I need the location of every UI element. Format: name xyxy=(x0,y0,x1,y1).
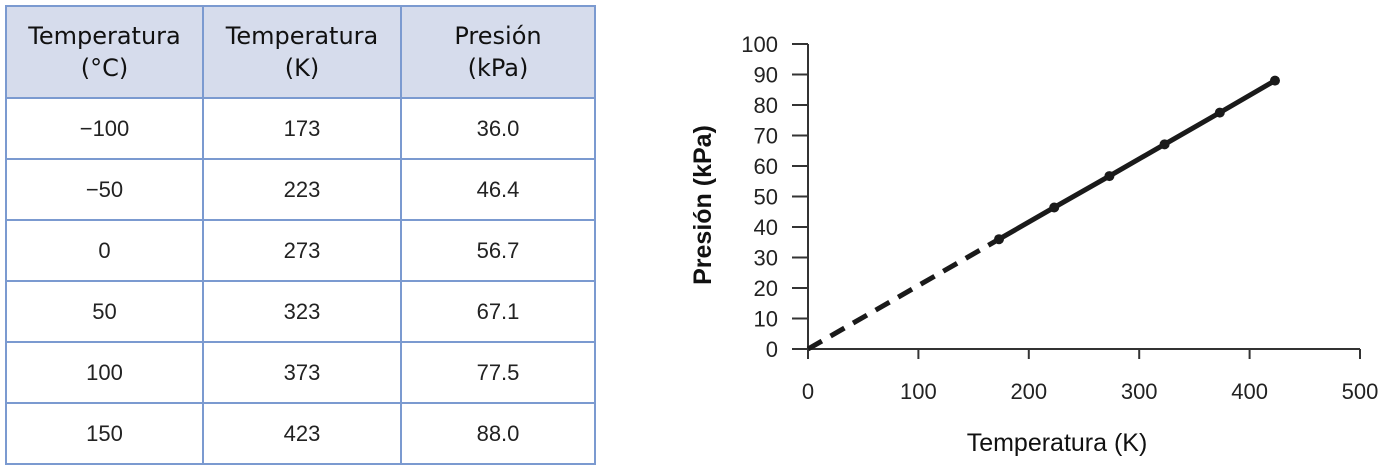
cell-temp-kelvin: 223 xyxy=(202,158,402,221)
data-point xyxy=(1269,75,1280,86)
pressure-temperature-chart: 0 100 200 300 400 500 0 10 20 30 40 50 60 70 80 90 100 T… xyxy=(689,32,1378,457)
cell-temp-celsius: 0 xyxy=(5,219,204,282)
header-text: Temperatura xyxy=(225,22,379,50)
header-text: Temperatura xyxy=(28,22,181,50)
table-row: −100 173 36.0 xyxy=(5,97,596,160)
data-table-container: Temperatura (°C) Temperatura (K) Presión… xyxy=(5,5,596,465)
y-tick-label: 70 xyxy=(754,124,778,149)
y-tick-label: 40 xyxy=(754,215,778,240)
header-unit: (K) xyxy=(284,54,320,82)
table-row: 50 323 67.1 xyxy=(5,280,596,343)
x-tick-label: 400 xyxy=(1231,379,1268,404)
chart-plot-area xyxy=(806,75,1280,352)
cell-temp-celsius: −50 xyxy=(5,158,204,221)
x-tick-label: 200 xyxy=(1010,379,1047,404)
header-text: Presión xyxy=(454,22,542,50)
y-tick-label: 50 xyxy=(754,185,778,210)
y-tick-label: 60 xyxy=(754,154,778,179)
x-tick-label: 100 xyxy=(900,379,937,404)
y-tick-label: 0 xyxy=(766,337,778,362)
series-line xyxy=(997,78,1277,242)
chart-ticks: 0 100 200 300 400 500 0 10 20 30 40 50 60 70 80 90 100 xyxy=(741,32,1378,404)
cell-temp-celsius: 150 xyxy=(5,402,204,465)
table-header-row: Temperatura (°C) Temperatura (K) Presión… xyxy=(5,5,596,99)
data-point xyxy=(1104,171,1115,182)
header-pressure: Presión (kPa) xyxy=(400,5,596,99)
header-unit: (°C) xyxy=(80,54,129,82)
y-tick-label: 80 xyxy=(754,93,778,118)
table-row: 150 423 88.0 xyxy=(5,402,596,465)
table-row: −50 223 46.4 xyxy=(5,158,596,221)
cell-temp-kelvin: 423 xyxy=(202,402,402,465)
chart-axes xyxy=(807,44,1360,350)
cell-temp-kelvin: 173 xyxy=(202,97,402,160)
data-point xyxy=(1214,107,1225,118)
y-tick-label: 90 xyxy=(754,63,778,88)
table-row: 0 273 56.7 xyxy=(5,219,596,282)
cell-pressure: 88.0 xyxy=(400,402,596,465)
cell-pressure: 67.1 xyxy=(400,280,596,343)
y-tick-label: 20 xyxy=(754,276,778,301)
x-tick-label: 0 xyxy=(802,379,814,404)
chart-container: 0 100 200 300 400 500 0 10 20 30 40 50 60 70 80 90 100 T… xyxy=(640,0,1390,467)
x-tick-label: 500 xyxy=(1342,379,1379,404)
cell-temp-kelvin: 323 xyxy=(202,280,402,343)
x-axis-label: Temperatura (K) xyxy=(967,429,1148,457)
cell-temp-kelvin: 373 xyxy=(202,341,402,404)
data-point xyxy=(1159,139,1170,150)
header-unit: (kPa) xyxy=(467,54,529,82)
header-temp-kelvin: Temperatura (K) xyxy=(202,5,402,99)
extrapolated-line xyxy=(806,237,1001,352)
cell-pressure: 46.4 xyxy=(400,158,596,221)
table-row: 100 373 77.5 xyxy=(5,341,596,404)
cell-temp-celsius: 100 xyxy=(5,341,204,404)
cell-temp-celsius: 50 xyxy=(5,280,204,343)
data-point xyxy=(1049,202,1060,213)
cell-pressure: 77.5 xyxy=(400,341,596,404)
y-axis-label: Presión (kPa) xyxy=(689,125,717,285)
temperature-pressure-table: Temperatura (°C) Temperatura (K) Presión… xyxy=(5,5,596,465)
y-tick-label: 100 xyxy=(741,32,778,57)
y-tick-label: 10 xyxy=(754,307,778,332)
header-temp-celsius: Temperatura (°C) xyxy=(5,5,204,99)
cell-temp-celsius: −100 xyxy=(5,97,204,160)
x-tick-label: 300 xyxy=(1121,379,1158,404)
cell-temp-kelvin: 273 xyxy=(202,219,402,282)
cell-pressure: 36.0 xyxy=(400,97,596,160)
cell-pressure: 56.7 xyxy=(400,219,596,282)
y-tick-label: 30 xyxy=(754,246,778,271)
